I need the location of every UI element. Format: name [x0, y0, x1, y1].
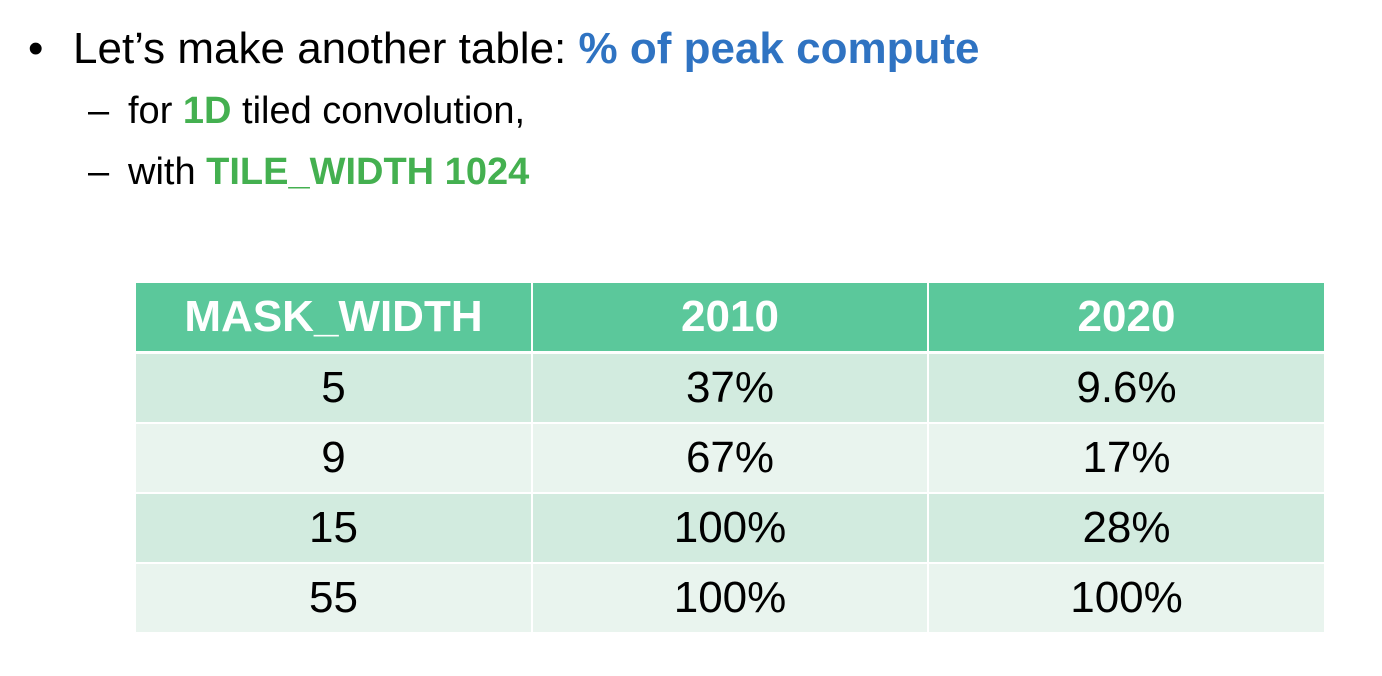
column-header-mask-width: MASK_WIDTH	[136, 283, 533, 354]
dash-icon: –	[88, 151, 110, 193]
sub-item-prefix: for	[128, 90, 183, 132]
table-row: 9 67% 17%	[136, 423, 1324, 494]
peak-compute-table: MASK_WIDTH 2010 2020 5 37% 9.6% 9 67% 17…	[136, 283, 1324, 634]
column-header-2020: 2020	[928, 283, 1324, 354]
sub-item-highlight: 1D	[182, 90, 232, 132]
table-row: 15 100% 28%	[136, 493, 1324, 564]
column-header-2010: 2010	[532, 283, 929, 354]
table-cell: 28%	[928, 493, 1324, 564]
table-cell: 100%	[928, 563, 1324, 634]
bullet-highlight: % of peak compute	[578, 24, 980, 73]
table-row: 55 100% 100%	[136, 563, 1324, 634]
sub-item-highlight: TILE_WIDTH 1024	[206, 151, 530, 193]
dash-icon: –	[88, 90, 110, 132]
table-cell: 37%	[532, 352, 929, 424]
sub-item-tile-width: – with TILE_WIDTH 1024	[88, 147, 529, 197]
table-cell: 100%	[532, 563, 929, 634]
sub-item-prefix: with	[128, 151, 207, 193]
main-bullet: • Let’s make another table: % of peak com…	[28, 20, 979, 78]
table-cell: 9.6%	[928, 352, 1324, 424]
table-cell: 67%	[532, 423, 929, 494]
table-cell: 100%	[532, 493, 929, 564]
table-cell: 55	[136, 563, 533, 634]
table-cell: 9	[136, 423, 533, 494]
bullet-dot-icon: •	[28, 24, 44, 73]
table-cell: 5	[136, 352, 533, 424]
table-row: 5 37% 9.6%	[136, 352, 1324, 424]
table-header-row: MASK_WIDTH 2010 2020	[136, 283, 1324, 354]
bullet-text: Let’s make another table:	[73, 24, 579, 73]
table-cell: 15	[136, 493, 533, 564]
sub-item-suffix: tiled convolution,	[231, 90, 526, 132]
table-cell: 17%	[928, 423, 1324, 494]
sub-item-dimension: – for 1D tiled convolution,	[88, 86, 525, 136]
